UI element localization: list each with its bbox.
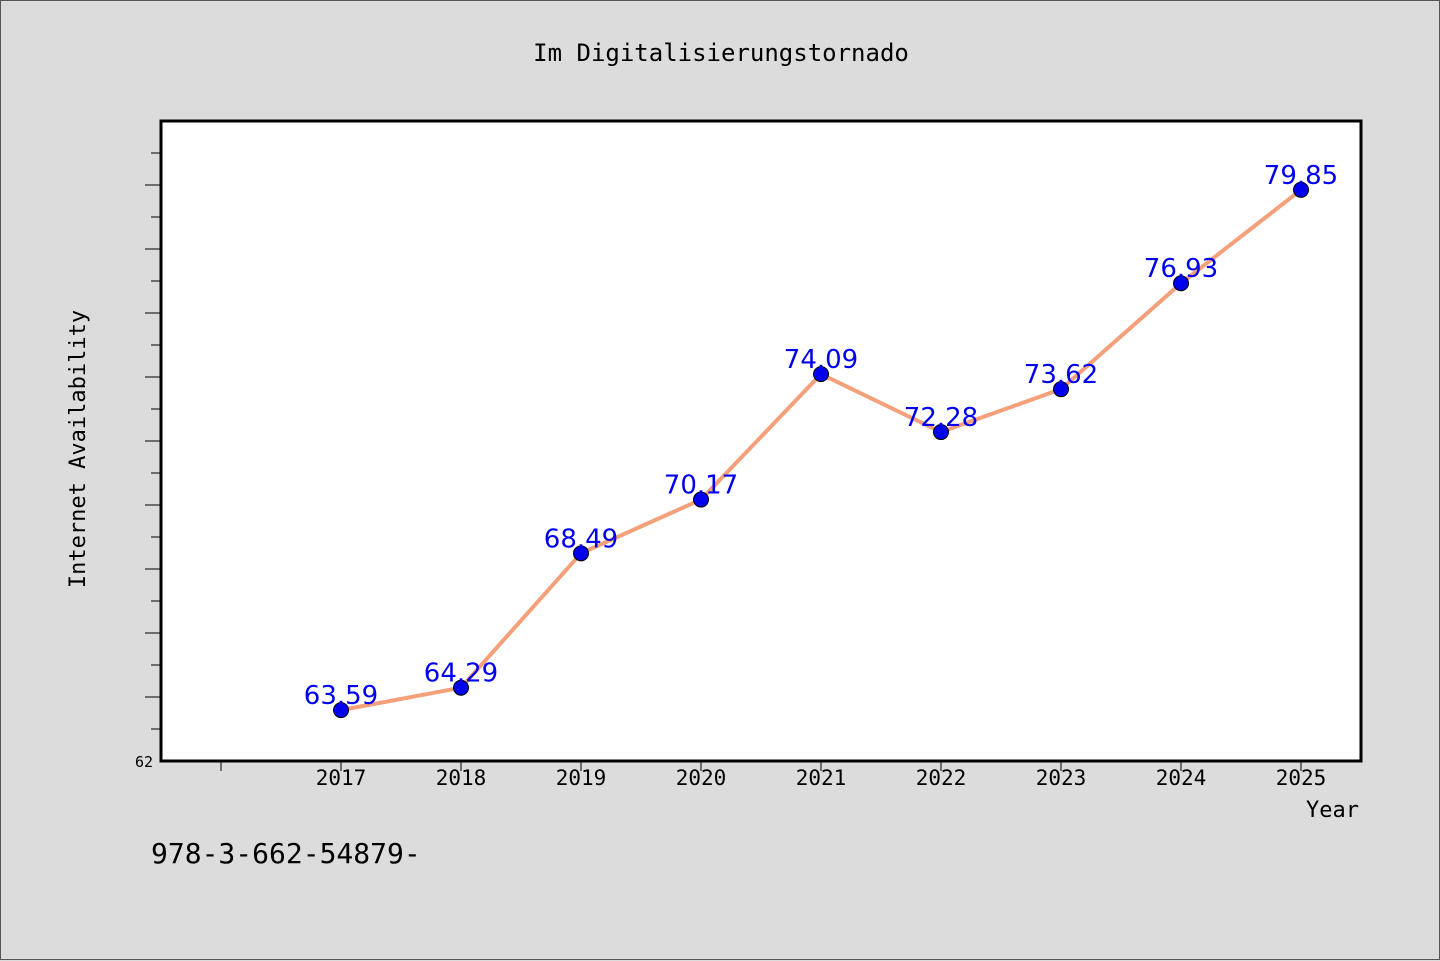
- x-tick-label: 2018: [436, 766, 487, 790]
- x-tick-label: 2024: [1156, 766, 1207, 790]
- data-point: [693, 491, 709, 508]
- x-tick-label: 2021: [796, 766, 847, 790]
- data-label: 74.09: [784, 345, 858, 375]
- data-point: [933, 424, 949, 441]
- x-tick-label: 2017: [316, 766, 367, 790]
- data-label: 64.29: [424, 659, 498, 689]
- data-label: 70.17: [664, 471, 738, 501]
- y-axis-label: Internet Availability: [66, 310, 91, 588]
- x-tick-label: 2019: [556, 766, 607, 790]
- data-point: [813, 366, 829, 383]
- data-point: [1173, 275, 1189, 292]
- data-point: [333, 702, 349, 719]
- data-label: 79.85: [1264, 161, 1338, 191]
- footer-code: 978-3-662-54879-: [151, 837, 421, 870]
- data-point: [453, 679, 469, 696]
- x-axis: 2017 2018 2019 2020 2021 2022 2023 2024 2025: [220, 761, 1327, 790]
- x-axis-label: Year: [1306, 798, 1359, 823]
- series-group: 63.59 64.29 68.49 70.17 74.09 72.28 73.62 76.93…: [304, 161, 1338, 719]
- x-tick-label: 2020: [676, 766, 727, 790]
- x-tick-label: 2022: [916, 766, 967, 790]
- x-tick-label: 2025: [1276, 766, 1327, 790]
- y-tick-label: 62: [135, 753, 153, 771]
- data-point: [1053, 381, 1069, 398]
- data-point: [573, 545, 589, 562]
- y-axis-ticks: 62: [135, 152, 161, 771]
- data-label: 63.59: [304, 681, 378, 711]
- data-point: [1293, 181, 1309, 198]
- data-label: 68.49: [544, 524, 618, 554]
- data-label: 72.28: [904, 403, 978, 433]
- plot-area: [159, 119, 1363, 763]
- x-tick-label: 2023: [1036, 766, 1087, 790]
- data-label: 76.93: [1144, 254, 1218, 284]
- chart-title: Im Digitalisierungstornado: [533, 39, 909, 67]
- data-label: 73.62: [1024, 360, 1098, 390]
